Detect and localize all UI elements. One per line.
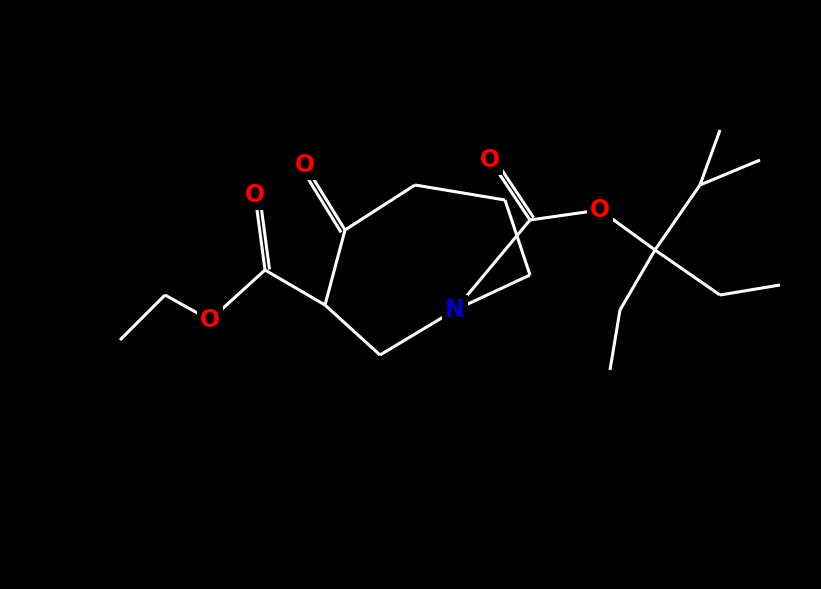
Text: O: O: [245, 183, 265, 207]
Text: N: N: [445, 298, 465, 322]
Text: O: O: [480, 148, 500, 172]
Text: O: O: [295, 153, 315, 177]
Text: O: O: [200, 308, 220, 332]
Text: O: O: [590, 198, 610, 222]
